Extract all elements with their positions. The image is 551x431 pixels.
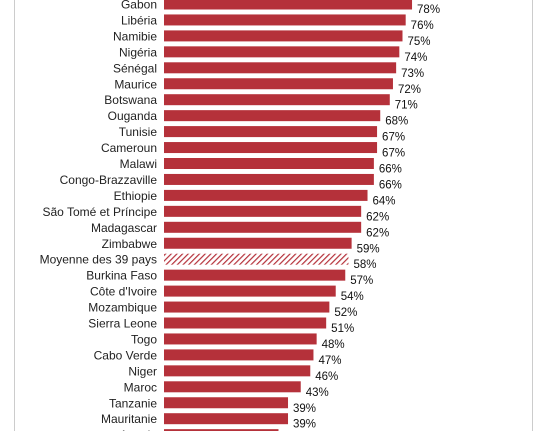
value-label: 62% — [366, 211, 389, 223]
category-label: Congo-Brazzaville — [60, 173, 158, 187]
category-label: Madagascar — [91, 221, 157, 235]
value-label: 39% — [293, 403, 316, 415]
bar — [164, 142, 378, 154]
value-label: 71% — [395, 100, 418, 112]
category-label: Ethiopie — [114, 189, 158, 203]
labels-layer: Gabon 78% Libéria 76% Namibie 75% Nigéria 74% Sé… — [40, 0, 440, 431]
category-label: Nigéria — [119, 45, 157, 59]
value-label: 47% — [318, 355, 341, 367]
bar — [164, 158, 374, 169]
bar — [164, 397, 289, 409]
bar — [164, 381, 301, 393]
bar — [164, 110, 381, 122]
value-label: 59% — [357, 243, 380, 255]
bar — [164, 285, 336, 297]
bar — [164, 173, 374, 185]
category-label: Mozambique — [88, 301, 157, 315]
value-label: 78% — [417, 4, 440, 16]
value-label: 48% — [322, 339, 345, 351]
bar — [164, 221, 362, 233]
category-label: Tanzanie — [109, 396, 157, 410]
bar — [164, 365, 311, 377]
category-label: Mauritanie — [101, 412, 157, 426]
category-label: Zimbabwe — [102, 237, 158, 251]
bar — [164, 269, 346, 281]
category-label: Cameroun — [101, 141, 157, 155]
value-label: 64% — [373, 195, 396, 207]
value-label: 76% — [411, 20, 434, 32]
bar — [164, 205, 362, 217]
category-label: Tunisie — [119, 125, 158, 139]
bar-average — [164, 253, 349, 265]
category-label: Botswana — [104, 93, 157, 107]
category-label: Ouganda — [108, 109, 158, 123]
bar — [164, 413, 289, 425]
category-label: Malawi — [120, 157, 157, 171]
bar — [164, 46, 400, 58]
value-label: 72% — [398, 84, 421, 96]
bar — [164, 0, 413, 10]
chart-left-border — [14, 0, 15, 431]
category-label: Côte d'Ivoire — [90, 285, 157, 299]
category-label: Sierra Leone — [88, 317, 157, 331]
bar — [164, 349, 314, 361]
category-label: Maurice — [114, 77, 157, 91]
value-label: 46% — [315, 371, 338, 383]
bar — [164, 317, 327, 329]
category-label: Cabo Verde — [94, 348, 158, 362]
category-label: Namibie — [113, 29, 157, 43]
bar — [164, 78, 393, 90]
bar — [164, 30, 403, 42]
value-label: 43% — [306, 387, 329, 399]
category-label: Gabon — [121, 0, 157, 12]
category-label: Libéria — [121, 13, 157, 27]
bar — [164, 429, 279, 431]
value-label: 39% — [293, 419, 316, 431]
bar — [164, 94, 390, 106]
value-label: 57% — [350, 275, 373, 287]
category-label: Angola — [120, 428, 158, 431]
value-label: 54% — [341, 291, 364, 303]
value-label: 67% — [382, 148, 405, 160]
bar — [164, 333, 317, 345]
bar — [164, 237, 352, 249]
category-label: Togo — [131, 332, 157, 346]
category-label: Sénégal — [113, 61, 157, 75]
category-label: Maroc — [124, 380, 157, 394]
value-label: 68% — [385, 116, 408, 128]
chart-right-border — [532, 0, 533, 431]
category-label: Burkina Faso — [86, 269, 157, 283]
value-label: 66% — [379, 179, 402, 191]
bar — [164, 301, 330, 313]
value-label: 66% — [379, 164, 402, 176]
bar — [164, 62, 397, 74]
bars-layer — [164, 0, 413, 431]
category-label: São Tomé et Príncipe — [42, 205, 157, 219]
category-label: Niger — [128, 364, 157, 378]
bar — [164, 14, 406, 26]
value-label: 73% — [401, 68, 424, 80]
value-label: 58% — [353, 259, 376, 271]
value-label: 51% — [331, 323, 354, 335]
value-label: 75% — [408, 36, 431, 48]
category-label: Moyenne des 39 pays — [40, 253, 157, 267]
value-label: 74% — [404, 52, 427, 64]
value-label: 67% — [382, 132, 405, 144]
bar — [164, 189, 368, 201]
bar — [164, 126, 378, 138]
value-label: 52% — [334, 307, 357, 319]
value-label: 62% — [366, 227, 389, 239]
